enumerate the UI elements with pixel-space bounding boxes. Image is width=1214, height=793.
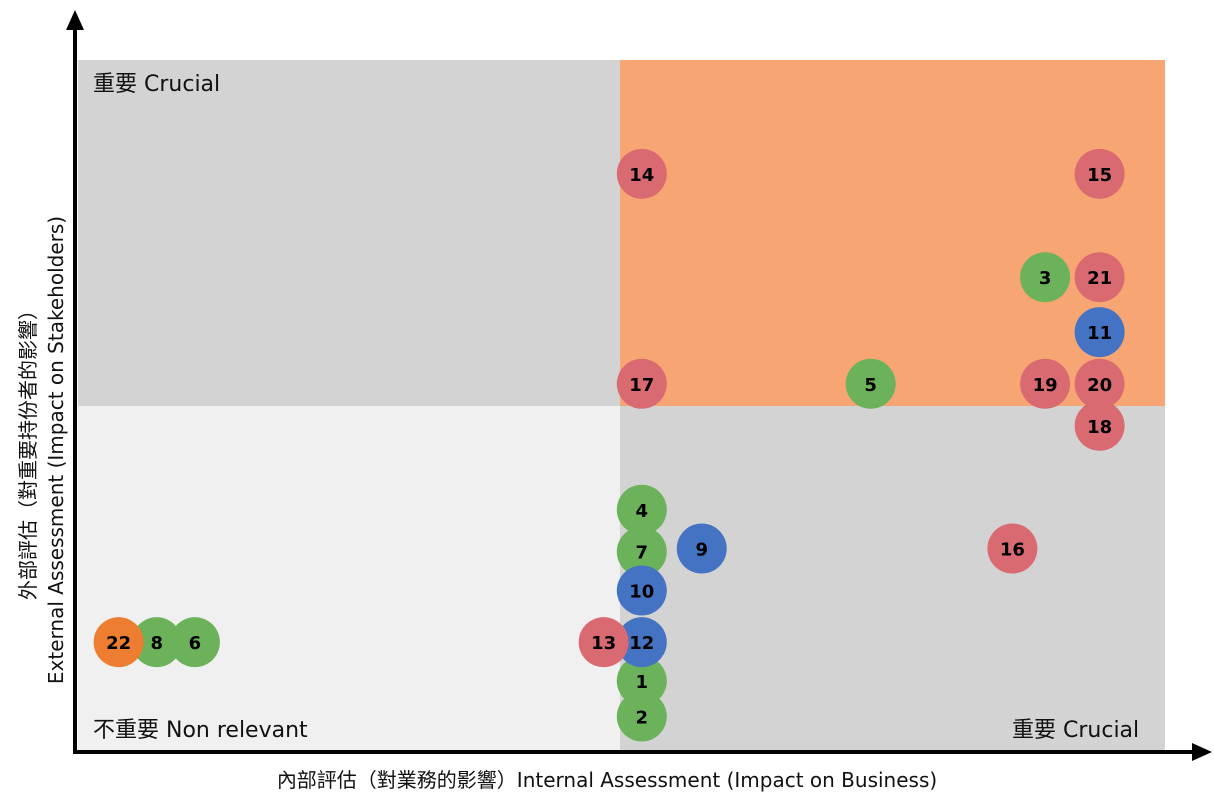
- y-axis-label-zh: 外部評估（對重要持份者的影響）: [16, 300, 40, 600]
- bubble-21: 21: [1074, 252, 1125, 303]
- bubble-label: 18: [1087, 417, 1112, 438]
- axes: [66, 10, 1212, 761]
- quadrant-top-right: [620, 60, 1165, 406]
- bubble-20: 20: [1074, 358, 1125, 409]
- bubble-circle: [1074, 358, 1125, 409]
- bubble-circle: [1074, 400, 1125, 451]
- bubble-circle: [616, 484, 667, 535]
- bubble-17: 17: [616, 358, 667, 409]
- bubble-label: 13: [591, 633, 616, 654]
- bubble-label: 4: [636, 501, 649, 522]
- bubble-circle: [987, 523, 1038, 574]
- bubble-5: 5: [845, 358, 896, 409]
- bubble-label: 11: [1087, 323, 1112, 344]
- x-axis-label: 內部評估（對業務的影響）Internal Assessment (Impact …: [276, 768, 938, 792]
- bubble-2: 2: [616, 691, 667, 742]
- bubble-6: 6: [169, 617, 220, 668]
- bubble-circle: [616, 691, 667, 742]
- bubble-19: 19: [1020, 358, 1071, 409]
- bubble-8: 8: [131, 617, 182, 668]
- bubble-10: 10: [616, 565, 667, 616]
- bubble-7: 7: [616, 526, 667, 577]
- bubble-label: 22: [106, 633, 131, 654]
- bubble-18: 18: [1074, 400, 1125, 451]
- bubble-label: 5: [864, 375, 877, 396]
- bubble-circle: [616, 148, 667, 199]
- bubble-16: 16: [987, 523, 1038, 574]
- bubble-label: 15: [1087, 165, 1112, 186]
- quadrant-backgrounds: [78, 60, 1165, 752]
- bubble-label: 6: [189, 633, 202, 654]
- bubble-1: 1: [616, 655, 667, 706]
- quadrant-label-bottom-left: 不重要 Non relevant: [93, 718, 308, 743]
- bubble-3: 3: [1020, 252, 1071, 303]
- y-axis-arrow: [66, 10, 84, 30]
- quadrant-top-left: [78, 60, 620, 406]
- bubble-22: 22: [93, 617, 144, 668]
- bubble-circle: [1074, 252, 1125, 303]
- bubble-label: 14: [629, 165, 654, 186]
- bubble-circle: [616, 358, 667, 409]
- bubble-label: 8: [150, 633, 163, 654]
- bubble-circle: [616, 617, 667, 668]
- bubble-circle: [93, 617, 144, 668]
- bubble-label: 12: [629, 633, 654, 654]
- bubble-label: 2: [636, 707, 649, 728]
- bubble-label: 17: [629, 375, 654, 396]
- bubble-circle: [1074, 307, 1125, 358]
- bubble-circle: [616, 655, 667, 706]
- bubble-circle: [616, 526, 667, 577]
- bubble-label: 3: [1039, 268, 1052, 289]
- bubble-label: 21: [1087, 268, 1112, 289]
- bubble-11: 11: [1074, 307, 1125, 358]
- y-axis-label-en: External Assessment (Impact on Stakehold…: [44, 215, 68, 685]
- bubble-circle: [676, 523, 727, 574]
- quadrant-label-bottom-right: 重要 Crucial: [1012, 718, 1140, 743]
- y-axis-label: 外部評估（對重要持份者的影響） External Assessment (Imp…: [14, 170, 70, 730]
- quadrant-label-top-left: 重要 Crucial: [93, 72, 221, 97]
- bubble-circle: [169, 617, 220, 668]
- bubble-circle: [845, 358, 896, 409]
- bubble-circle: [1020, 252, 1071, 303]
- bubble-label: 1: [636, 672, 649, 693]
- x-axis-arrow: [1192, 743, 1212, 761]
- bubble-14: 14: [616, 148, 667, 199]
- bubble-circle: [131, 617, 182, 668]
- bubble-circle: [1074, 148, 1125, 199]
- bubble-label: 10: [629, 582, 654, 603]
- quadrant-bottom-right: [620, 406, 1165, 752]
- bubble-12: 12: [616, 617, 667, 668]
- bubble-label: 20: [1087, 375, 1112, 396]
- bubble-4: 4: [616, 484, 667, 535]
- bubble-label: 16: [1000, 540, 1025, 561]
- bubble-13: 13: [578, 617, 629, 668]
- bubble-label: 19: [1033, 375, 1058, 396]
- bubble-9: 9: [676, 523, 727, 574]
- quadrant-bottom-left: [78, 406, 620, 752]
- bubble-circle: [1020, 358, 1071, 409]
- bubble-15: 15: [1074, 148, 1125, 199]
- bubble-circle: [578, 617, 629, 668]
- bubble-label: 7: [636, 543, 649, 564]
- bubble-label: 9: [695, 540, 708, 561]
- bubble-circle: [616, 565, 667, 616]
